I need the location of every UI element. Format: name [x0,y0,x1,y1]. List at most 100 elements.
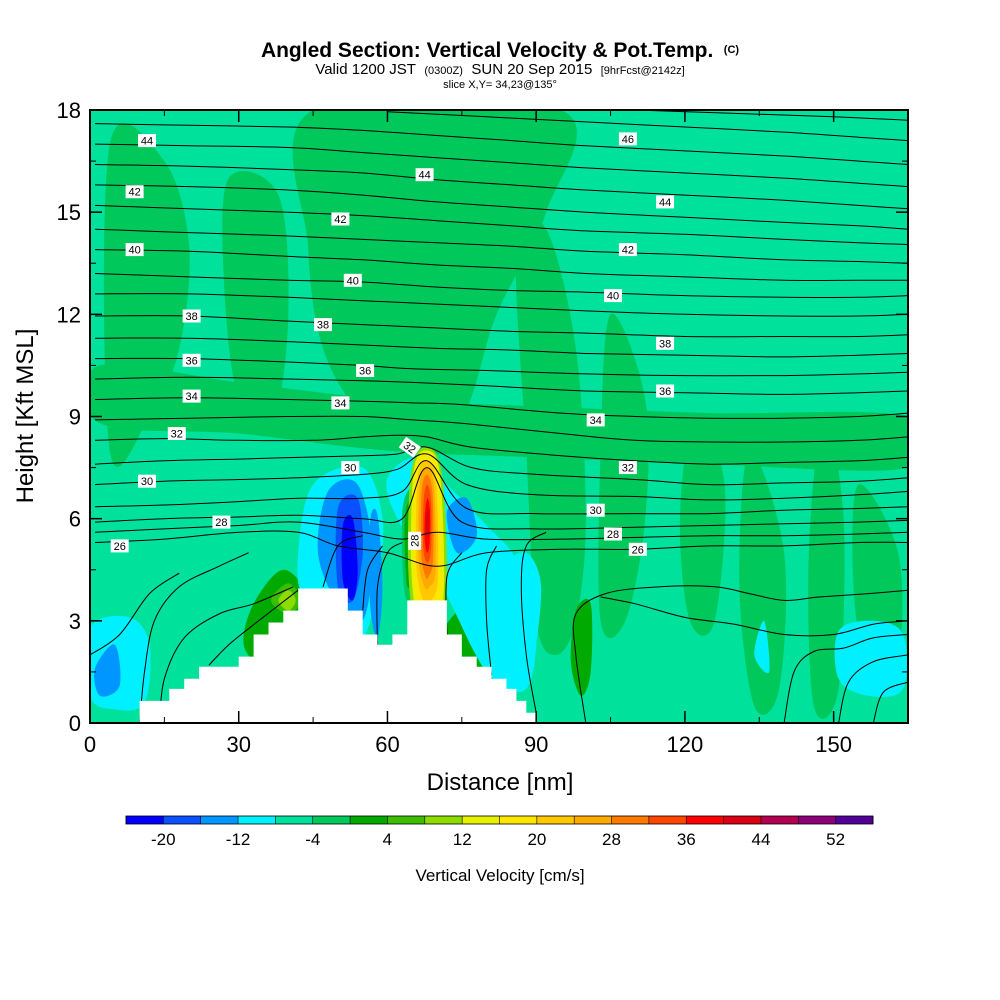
colorbar-tick-label: -12 [226,830,251,849]
contour-label-box [656,195,675,209]
low-level-contour-0 [139,552,249,723]
contour-label-text: 34 [185,391,197,403]
chart-subtitle-date: SUN 20 Sep 2015 [471,61,592,78]
contour-label-text: 34 [590,415,602,427]
colorbar-swatch-9 [462,816,500,824]
x-tick-label: 150 [815,732,852,757]
theta-contour-44 [94,184,908,230]
theta-contour-29 [94,460,908,515]
theta-contour-49 [635,110,908,121]
low-level-contour-2 [208,589,299,666]
y-axis-label: Height [Kft MSL] [12,329,39,504]
colorbar-tick-label: 44 [752,830,771,849]
contour-label-box [415,168,434,182]
colorbar-tick-label: 28 [602,830,621,849]
contour-label-text: 28 [607,529,619,541]
contour-label-text: 30 [590,505,602,517]
theta-contour-48 [387,111,908,142]
contour-label-box [331,396,350,410]
contour-label-box [125,243,144,257]
terrain-profile [90,588,908,723]
colorbar-swatch-12 [574,816,612,824]
contour-label-text: 28 [215,517,227,529]
theta-contour-43 [94,204,908,245]
x-tick-label: 30 [226,732,250,757]
y-tick-label: 15 [57,200,81,225]
chart-title: Angled Section: Vertical Velocity & Pot.… [261,39,739,62]
contour-label-box [618,461,637,475]
theta-contour-38 [94,315,908,338]
contour-label-3: 42 [125,185,144,199]
contour-label-text: 38 [317,320,329,332]
low-level-contour-9 [838,654,908,723]
low-level-contour-10 [872,681,908,723]
colorbar: -20 -12 -4 4 12 20 28 36 44 52 [125,815,874,849]
velocity-area-26 [341,514,358,601]
colorbar-label: Vertical Velocity [cm/s] [415,866,584,885]
velocity-area-19 [834,620,908,698]
contour-label-text: 46 [622,134,634,146]
contour-label-box [586,413,605,427]
contour-label-box [604,527,622,541]
velocity-area-2 [292,110,577,441]
colorbar-swatch-2 [200,816,239,824]
colorbar-tick-label: -4 [305,830,320,849]
x-tick-label: 120 [667,732,704,757]
contour-label-box [212,515,231,529]
contour-label-7: 42 [618,243,637,257]
theta-contour-47 [94,123,908,165]
contour-label-box [656,336,675,350]
velocity-area-12 [570,598,593,696]
theta-contour-45 [94,164,908,210]
low-level-contour-6 [572,585,908,723]
contour-label-18: 34 [586,413,605,427]
chart-subtitle: Valid 1200 JST (0300Z) SUN 20 Sep 2015 [… [315,61,684,78]
low-level-contour-14 [362,545,383,611]
colorbar-swatch-8 [424,816,463,824]
theta-contour-40 [94,273,908,299]
contour-label-23: 30 [138,474,156,488]
theta-contour-46 [94,143,908,188]
contour-label-text: 40 [607,291,619,303]
contour-label-box [398,436,421,458]
low-level-contour-3 [90,572,180,656]
colorbar-tick-label: 52 [826,830,845,849]
low-level-contour-7 [600,596,908,637]
x-axis-label: Distance [nm] [427,769,574,796]
chart-slice-info: slice X,Y= 34,23@135° [443,79,557,91]
potential-temperature-contours [90,110,908,723]
velocity-area-24 [446,497,477,554]
theta-contour-26 [94,530,908,567]
colorbar-tick-label: 36 [677,830,696,849]
low-level-contour-1 [158,586,294,723]
chart-subtitle-forecast: [9hrFcst@2142z] [601,65,685,77]
contour-label-13: 36 [182,353,201,367]
colorbar-tick-label: -20 [151,830,176,849]
contour-label-9: 40 [604,289,622,303]
contour-label-text: 42 [128,187,140,199]
low-level-contour-8 [783,634,908,723]
colorbar-swatch-6 [350,816,388,824]
contour-label-box [656,384,675,398]
velocity-area-23 [94,644,121,697]
contour-label-17: 34 [331,396,350,410]
theta-contour-37 [94,337,908,358]
contour-label-22: 32 [618,461,637,475]
colorbar-swatch-5 [312,816,351,824]
terrain-shape [90,588,908,723]
plot-area: 44 46 44 42 44 42 40 42 40 40 38 38 38 36 36 36 34 34 34 32… [89,109,909,724]
theta-contour-30 [94,453,908,501]
contour-label-text: 40 [347,275,359,287]
contour-label-10: 38 [182,309,201,323]
contour-label-box [604,289,622,303]
y-tick-label: 9 [69,405,81,430]
theta-contour-32 [94,434,908,465]
contour-label-5: 42 [331,212,350,226]
colorbar-swatch-3 [238,816,276,824]
contour-label-box [110,539,129,553]
contour-label-box [314,318,332,332]
contour-label-text: 40 [128,245,140,257]
contour-label-text: 30 [141,476,153,488]
velocity-area-4 [515,217,586,655]
low-level-contour-5 [485,545,497,676]
